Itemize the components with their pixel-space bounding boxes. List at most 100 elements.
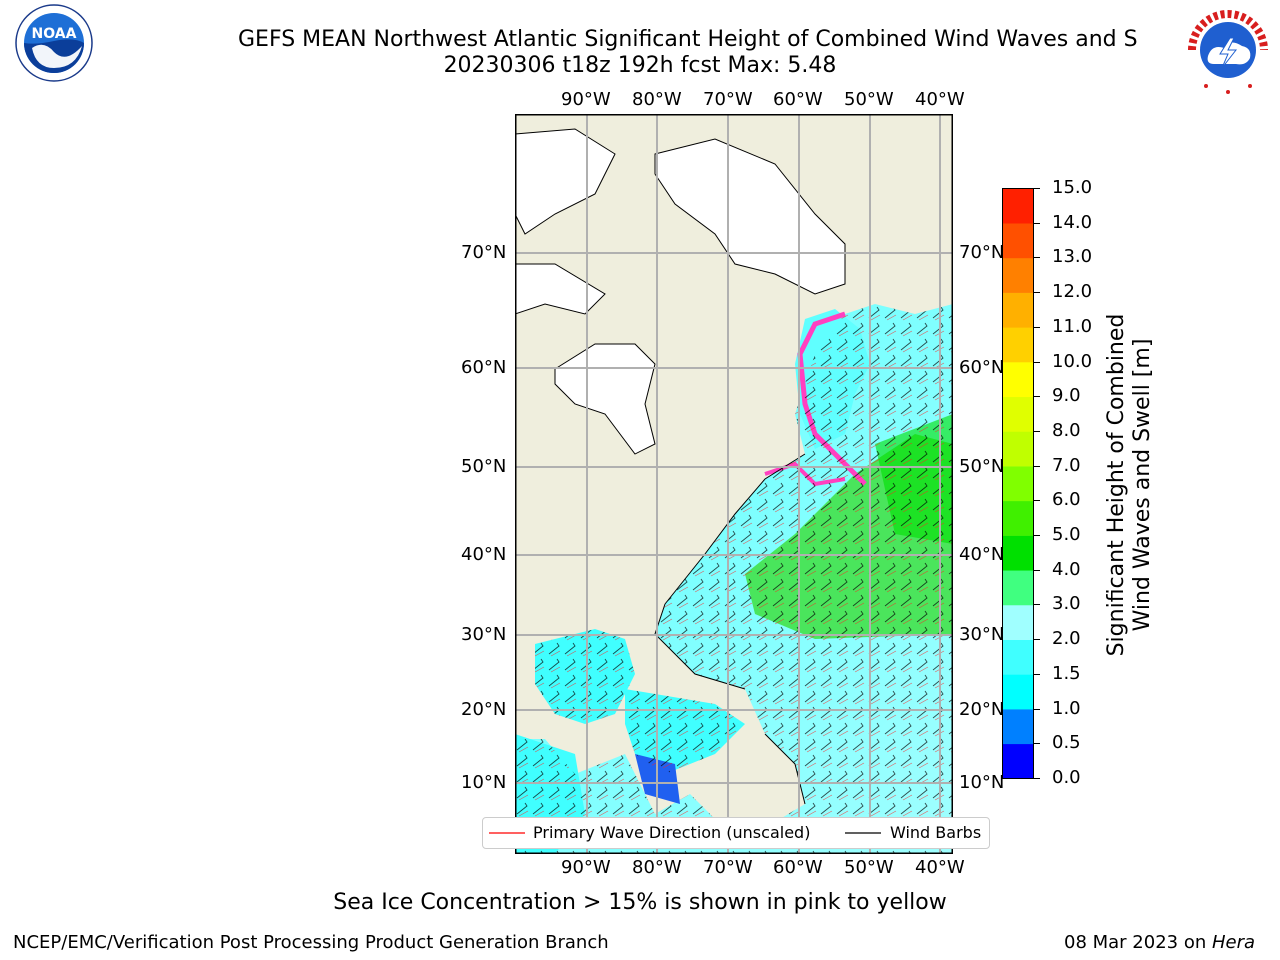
- colorbar: [1002, 188, 1034, 779]
- colorbar-tick-label: 0.0: [1052, 767, 1081, 788]
- colorbar-tick-label: 9.0: [1052, 385, 1081, 407]
- colorbar-tick-mark: [1034, 222, 1040, 224]
- colorbar-tick-label: 12.0: [1052, 281, 1093, 303]
- colorbar-segment: [1002, 396, 1034, 432]
- wave-height-map: [515, 114, 953, 854]
- colorbar-tick-mark: [1034, 673, 1040, 675]
- hudson-bay-ice: [554, 343, 656, 455]
- lat-tick-right: 40°N: [959, 544, 1005, 565]
- foxe-basin-ice: [515, 263, 606, 315]
- colorbar-segment: [1002, 257, 1034, 293]
- colorbar-tick-label: 11.0: [1052, 315, 1093, 337]
- colorbar-tick-mark: [1034, 396, 1040, 398]
- colorbar-tick-mark: [1034, 778, 1040, 779]
- colorbar-tick-label: 13.0: [1052, 246, 1093, 268]
- colorbar-label: Significant Height of Combined Wind Wave…: [1104, 300, 1156, 670]
- lon-tick-bottom: 60°W: [773, 857, 823, 878]
- colorbar-tick-label: 10.0: [1052, 350, 1093, 372]
- lat-tick-left: 60°N: [461, 357, 507, 378]
- chart-title: GEFS MEAN Northwest Atlantic Significant…: [238, 27, 1138, 52]
- colorbar-tick-mark: [1034, 326, 1040, 328]
- lon-tick-top: 60°W: [773, 89, 823, 110]
- colorbar-tick-mark: [1034, 604, 1040, 606]
- colorbar-segment: [1002, 674, 1034, 710]
- lat-tick-left: 40°N: [461, 544, 507, 565]
- colorbar-tick-mark: [1034, 639, 1040, 641]
- lon-tick-top: 50°W: [844, 89, 894, 110]
- colorbar-tick-label: 0.5: [1052, 732, 1081, 754]
- colorbar-tick-label: 6.0: [1052, 489, 1081, 511]
- colorbar-segment: [1002, 223, 1034, 259]
- sea-ice-note: Sea Ice Concentration > 15% is shown in …: [333, 890, 947, 915]
- colorbar-segment: [1002, 709, 1034, 745]
- wind-barbs-label: Wind Barbs: [890, 823, 982, 842]
- wave-direction-label: Primary Wave Direction (unscaled): [533, 823, 811, 842]
- lon-tick-top: 70°W: [703, 89, 753, 110]
- colorbar-tick-mark: [1034, 569, 1040, 571]
- lat-tick-right: 30°N: [959, 624, 1005, 645]
- lat-tick-right: 60°N: [959, 357, 1005, 378]
- noaa-logo-text: NOAA: [32, 26, 77, 42]
- wind-barbs-gulf: [535, 629, 635, 724]
- colorbar-segment: [1002, 604, 1034, 640]
- lat-tick-right: 20°N: [959, 699, 1005, 720]
- colorbar-tick-mark: [1034, 361, 1040, 363]
- colorbar-segment: [1002, 431, 1034, 467]
- colorbar-tick-mark: [1034, 500, 1040, 502]
- colorbar-segment: [1002, 570, 1034, 606]
- nws-logo: [1184, 6, 1272, 94]
- colorbar-segment: [1002, 639, 1034, 675]
- colorbar-frame: [1002, 188, 1034, 779]
- map-legend: Primary Wave Direction (unscaled) Wind B…: [482, 817, 990, 849]
- colorbar-tick-mark: [1034, 257, 1040, 259]
- colorbar-tick-mark: [1034, 430, 1040, 432]
- lon-tick-bottom: 70°W: [703, 857, 753, 878]
- colorbar-tick-label: 3.0: [1052, 593, 1081, 615]
- lat-tick-left: 20°N: [461, 699, 507, 720]
- lat-tick-left: 30°N: [461, 624, 507, 645]
- wind-barbs-swatch: [845, 832, 881, 834]
- colorbar-tick-label: 4.0: [1052, 558, 1081, 580]
- lon-tick-top: 80°W: [632, 89, 682, 110]
- colorbar-tick-mark: [1034, 465, 1040, 467]
- wave-direction-swatch: [489, 832, 525, 834]
- colorbar-segment: [1002, 743, 1034, 779]
- colorbar-tick-label: 2.0: [1052, 628, 1081, 650]
- colorbar-tick-mark: [1034, 708, 1040, 710]
- colorbar-label-line2: Wind Waves and Swell [m]: [1130, 338, 1155, 632]
- colorbar-tick-label: 15.0: [1052, 177, 1093, 198]
- chart-subtitle: 20230306 t18z 192h fcst Max: 5.48: [443, 53, 837, 78]
- footer-host: Hera: [1211, 932, 1256, 953]
- colorbar-segment: [1002, 292, 1034, 328]
- map-frame: [515, 114, 953, 854]
- colorbar-tick-mark: [1034, 743, 1040, 745]
- footer-date: 08 Mar 2023 on Hera: [1064, 932, 1255, 953]
- lon-tick-bottom: 40°W: [915, 857, 965, 878]
- lon-tick-top: 40°W: [915, 89, 965, 110]
- lat-tick-right: 70°N: [959, 242, 1005, 263]
- colorbar-segment: [1002, 188, 1034, 224]
- graticule: [515, 114, 953, 854]
- colorbar-tick-label: 14.0: [1052, 211, 1093, 233]
- lat-tick-right: 10°N: [959, 772, 1005, 793]
- colorbar-label-line1: Significant Height of Combined: [1104, 313, 1129, 657]
- colorbar-segment: [1002, 500, 1034, 536]
- colorbar-tick-label: 1.0: [1052, 697, 1081, 719]
- colorbar-tick-mark: [1034, 292, 1040, 294]
- colorbar-tick-label: 1.5: [1052, 662, 1081, 684]
- colorbar-tick-mark: [1034, 535, 1040, 537]
- arctic-archipelago-ice: [515, 128, 616, 235]
- colorbar-tick-label: 5.0: [1052, 524, 1081, 546]
- noaa-logo: NOAA: [15, 4, 93, 82]
- footer-date-text: 08 Mar 2023 on: [1064, 932, 1212, 953]
- lon-tick-bottom: 80°W: [632, 857, 682, 878]
- colorbar-segment: [1002, 535, 1034, 571]
- colorbar-tick-label: 8.0: [1052, 419, 1081, 441]
- lat-tick-left: 50°N: [461, 456, 507, 477]
- lon-tick-bottom: 90°W: [561, 857, 611, 878]
- lat-tick-left: 10°N: [461, 772, 507, 793]
- lat-tick-right: 50°N: [959, 456, 1005, 477]
- colorbar-segment: [1002, 327, 1034, 363]
- colorbar-tick-label: 7.0: [1052, 454, 1081, 476]
- coastline: [654, 453, 806, 805]
